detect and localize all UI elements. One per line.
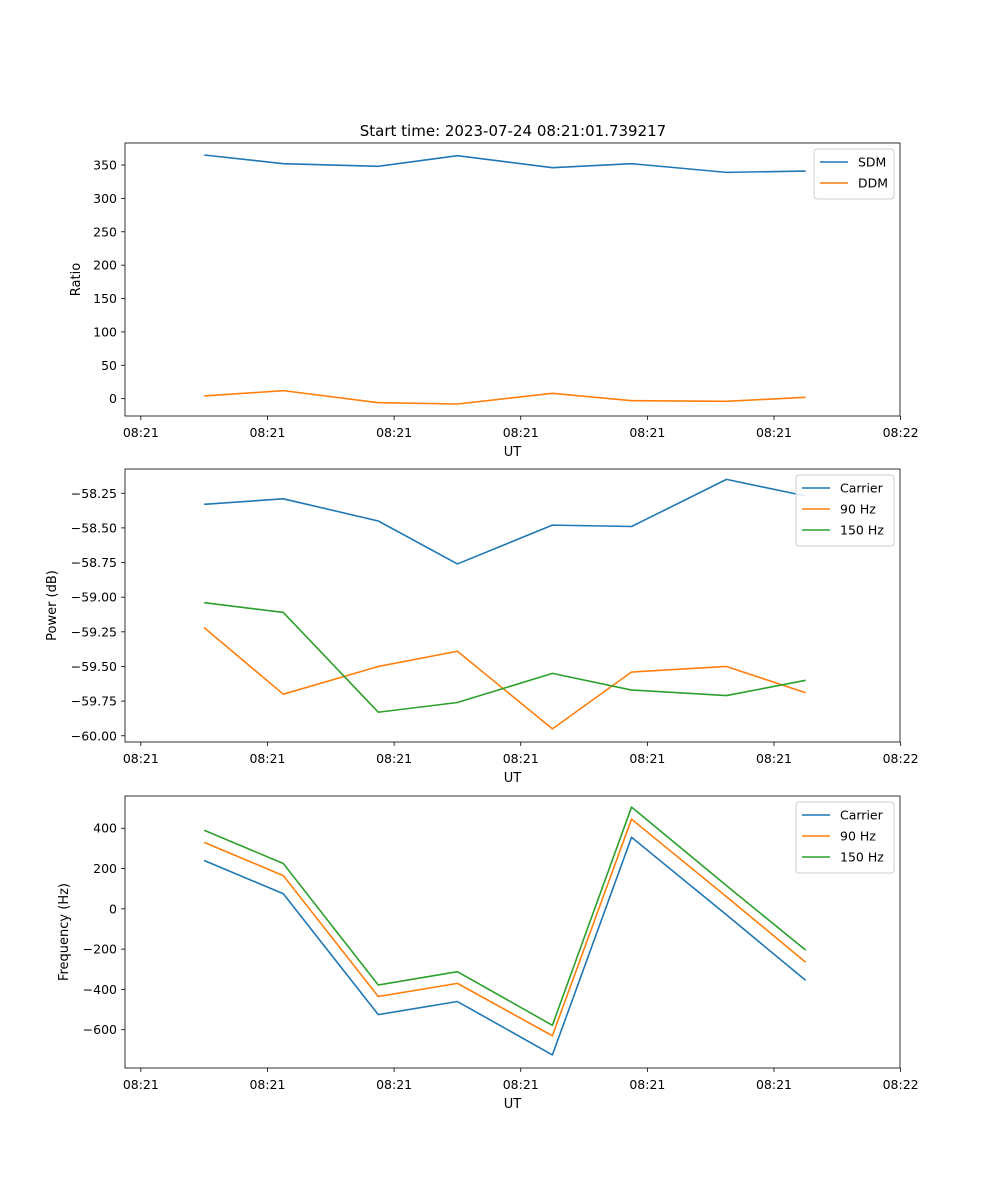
series-line-150-hz [204, 601, 806, 714]
x-tick-label: 08:21 [249, 751, 285, 766]
x-tick-label: 08:21 [503, 1077, 539, 1092]
x-tick-label: 08:21 [756, 1077, 792, 1092]
y-tick-label: −58.25 [71, 486, 117, 501]
y-axis-label: Power (dB) [45, 570, 60, 641]
subplots: 08:21 08:21 08:21 08:21 08:21 08:21 08:22 0 50 10… [45, 142, 919, 1112]
y-tick-label: −59.75 [71, 694, 117, 709]
x-tick-label: 08:21 [376, 1077, 412, 1092]
y-tick-label: −58.50 [71, 520, 117, 535]
y-tick-label: −200 [83, 942, 117, 957]
x-tick-label: 08:21 [629, 1077, 665, 1092]
y-tick-label: 200 [93, 861, 117, 876]
series-line-sdm [204, 154, 806, 174]
subplot-3: 08:21 08:21 08:21 08:21 08:21 08:21 08:22 −600 −… [57, 795, 919, 1112]
y-tick-label: 350 [93, 158, 117, 173]
y-tick-label: −59.50 [71, 659, 117, 674]
legend-label: DDM [858, 176, 888, 191]
legend-label: SDM [858, 155, 886, 170]
series-line-150-hz [203, 806, 807, 1027]
x-tick-label: 08:21 [756, 425, 792, 440]
x-tick-label: 08:22 [883, 751, 919, 766]
x-tick-label: 08:21 [123, 751, 159, 766]
x-tick-label: 08:21 [249, 1077, 285, 1092]
x-tick-label: 08:21 [376, 751, 412, 766]
y-tick-label: 150 [93, 291, 117, 306]
legend: Carrier 90 Hz 150 Hz [795, 474, 895, 547]
legend-label: Carrier [840, 481, 884, 496]
y-tick-label: −600 [83, 1022, 117, 1037]
y-tick-label: −58.75 [71, 555, 117, 570]
x-tick-label: 08:21 [249, 425, 285, 440]
y-tick-label: 400 [93, 821, 117, 836]
axes-frame [124, 142, 901, 417]
x-axis-label: UT [504, 771, 522, 786]
x-tick-label: 08:22 [883, 425, 919, 440]
series-line-carrier [204, 478, 806, 565]
x-tick-label: 08:21 [503, 751, 539, 766]
y-axis-label: Frequency (Hz) [57, 883, 72, 981]
legend: SDM DDM [813, 148, 895, 200]
legend-label: 150 Hz [840, 850, 884, 865]
legend-label: 90 Hz [840, 829, 876, 844]
y-tick-label: −60.00 [71, 728, 117, 743]
legend-label: 150 Hz [840, 523, 884, 538]
y-tick-label: 0 [109, 391, 117, 406]
series-line-90-hz [203, 627, 806, 730]
y-tick-label: −59.25 [71, 624, 117, 639]
x-tick-label: 08:21 [629, 751, 665, 766]
y-tick-label: −59.00 [71, 590, 117, 605]
y-tick-label: 250 [93, 224, 117, 239]
x-tick-label: 08:21 [376, 425, 412, 440]
axes-frame [124, 468, 901, 743]
subplot-1: 08:21 08:21 08:21 08:21 08:21 08:21 08:22 0 50 10… [69, 142, 919, 460]
legend-box [795, 474, 895, 547]
series-line-carrier [203, 836, 807, 1056]
x-tick-label: 08:22 [883, 1077, 919, 1092]
x-tick-label: 08:21 [503, 425, 539, 440]
subplot-2: 08:21 08:21 08:21 08:21 08:21 08:21 08:22 −60.0… [45, 468, 919, 786]
x-axis-label: UT [504, 445, 522, 460]
x-tick-label: 08:21 [123, 425, 159, 440]
legend-box [795, 801, 895, 874]
y-tick-label: 0 [109, 901, 117, 916]
y-tick-label: 300 [93, 191, 117, 206]
y-tick-label: 50 [101, 358, 117, 373]
y-tick-label: 100 [93, 324, 117, 339]
series-line-ddm [204, 389, 806, 405]
x-tick-label: 08:21 [756, 751, 792, 766]
x-tick-label: 08:21 [123, 1077, 159, 1092]
legend-label: Carrier [840, 808, 884, 823]
legend: Carrier 90 Hz 150 Hz [795, 801, 895, 874]
y-axis-label: Ratio [69, 263, 84, 296]
figure-title: Start time: 2023-07-24 08:21:01.739217 [360, 122, 666, 140]
x-tick-label: 08:21 [629, 425, 665, 440]
x-axis-label: UT [504, 1097, 522, 1112]
y-tick-label: 200 [93, 258, 117, 273]
axes-frame [124, 795, 901, 1069]
y-tick-label: −400 [83, 982, 117, 997]
series-line-90-hz [203, 818, 807, 1037]
legend-label: 90 Hz [840, 502, 876, 517]
